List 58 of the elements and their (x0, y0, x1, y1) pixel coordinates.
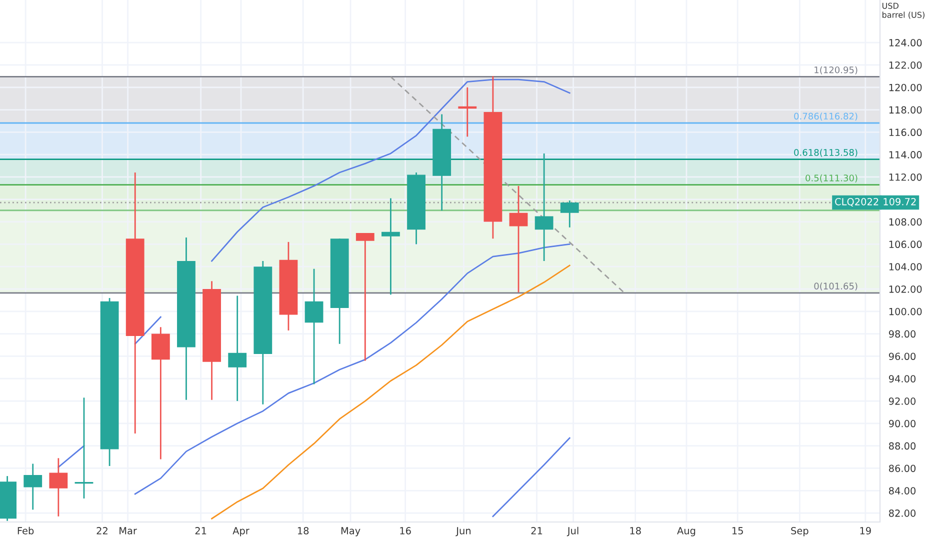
y-tick-label: 92.00 (888, 398, 916, 405)
x-tick-label: Jul (566, 526, 578, 536)
y-tick-label: 88.00 (888, 442, 916, 450)
ref-line-label: 0.786(116.82) (794, 112, 858, 121)
x-tick-label: 15 (732, 527, 743, 534)
x-tick-label: 18 (630, 527, 641, 534)
line-series (492, 437, 570, 518)
y-tick-label: 82.00 (888, 510, 916, 517)
x-tick-label: Feb (18, 526, 34, 534)
y-tick-label: 108.00 (889, 218, 922, 226)
x-tick-label: Apr (232, 527, 250, 536)
line-series (134, 244, 570, 495)
y-tick-label: 124.00 (889, 39, 922, 46)
y-tick-label: 104.00 (889, 263, 922, 270)
x-tick-label: May (341, 527, 360, 536)
y-tick-label: 122.00 (889, 61, 922, 69)
x-tick-label: 16 (400, 527, 411, 534)
candlestick (356, 232, 374, 362)
candlestick (49, 457, 68, 518)
line-series (211, 264, 570, 520)
y-tick-label: 90.00 (888, 420, 916, 428)
x-tick-label: 21 (195, 527, 206, 534)
ref-line-label: 1(120.95) (814, 66, 858, 74)
y-tick-label: 106.00 (889, 240, 922, 248)
y-tick-label: 98.00 (888, 330, 916, 338)
x-tick-label: 22 (96, 527, 108, 534)
x-tick-label: 18 (298, 527, 309, 534)
candlestick (382, 198, 400, 296)
candlestick (509, 185, 528, 294)
x-tick-label: 19 (860, 527, 871, 534)
candlestick (534, 152, 554, 262)
candlestick (560, 200, 579, 228)
x-tick-label: 21 (531, 527, 542, 534)
y-tick-label: 116.00 (889, 128, 922, 136)
x-tick-label: Jun (456, 527, 471, 536)
y-tick-label: 102.00 (889, 285, 922, 293)
x-tick-label: Mar (120, 527, 137, 534)
y-tick-label: 120.00 (889, 84, 922, 92)
y-tick-label: 114.00 (889, 151, 922, 158)
y-tick-label: 84.00 (888, 487, 916, 494)
y-tick-label: 86.00 (888, 464, 916, 472)
ref-line-label: 0(101.65) (814, 282, 858, 291)
ref-line-label: 0.618(113.58) (794, 148, 858, 157)
candlestick (304, 268, 324, 385)
annotation: 109.72 (884, 198, 916, 206)
ref-line-label: 0.5(111.30) (806, 174, 858, 182)
y-tick-label: 118.00 (889, 106, 922, 114)
candlestick (228, 295, 247, 402)
annotation: CLQ2022 (835, 198, 878, 206)
candlestick (24, 463, 42, 510)
x-tick-label: Sep (791, 527, 808, 536)
candlestick (458, 86, 477, 138)
x-tick-label: Aug (677, 527, 696, 536)
y-tick-label: 112.00 (889, 173, 922, 181)
y-axis-title: USD barrel (US) (882, 2, 924, 19)
y-tick-label: 96.00 (888, 352, 916, 360)
y-tick-label: 100.00 (889, 308, 922, 316)
y-tick-label: 94.00 (888, 375, 916, 382)
